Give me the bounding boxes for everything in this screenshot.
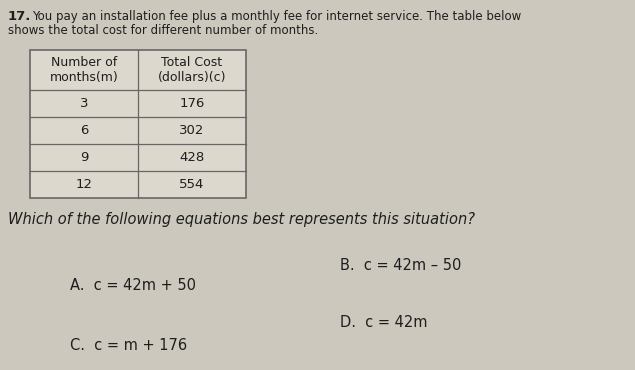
Text: A.  c = 42m + 50: A. c = 42m + 50 <box>70 278 196 293</box>
Text: 9: 9 <box>80 151 88 164</box>
Text: 3: 3 <box>80 97 88 110</box>
Text: 12: 12 <box>76 178 93 191</box>
Text: 6: 6 <box>80 124 88 137</box>
Text: Total Cost: Total Cost <box>161 56 222 68</box>
Text: 176: 176 <box>179 97 204 110</box>
Text: D.  c = 42m: D. c = 42m <box>340 315 427 330</box>
Text: shows the total cost for different number of months.: shows the total cost for different numbe… <box>8 24 318 37</box>
Text: You pay an installation fee plus a monthly fee for internet service. The table b: You pay an installation fee plus a month… <box>32 10 521 23</box>
Text: B.  c = 42m – 50: B. c = 42m – 50 <box>340 258 462 273</box>
Text: C.  c = m + 176: C. c = m + 176 <box>70 338 187 353</box>
Text: 302: 302 <box>179 124 204 137</box>
Bar <box>30 50 246 198</box>
Text: Which of the following equations best represents this situation?: Which of the following equations best re… <box>8 212 475 227</box>
Text: 554: 554 <box>179 178 204 191</box>
Text: (dollars)(c): (dollars)(c) <box>157 71 226 84</box>
Text: 428: 428 <box>179 151 204 164</box>
Text: months(m): months(m) <box>50 71 118 84</box>
Text: 17.: 17. <box>8 10 31 23</box>
Text: Number of: Number of <box>51 56 117 68</box>
